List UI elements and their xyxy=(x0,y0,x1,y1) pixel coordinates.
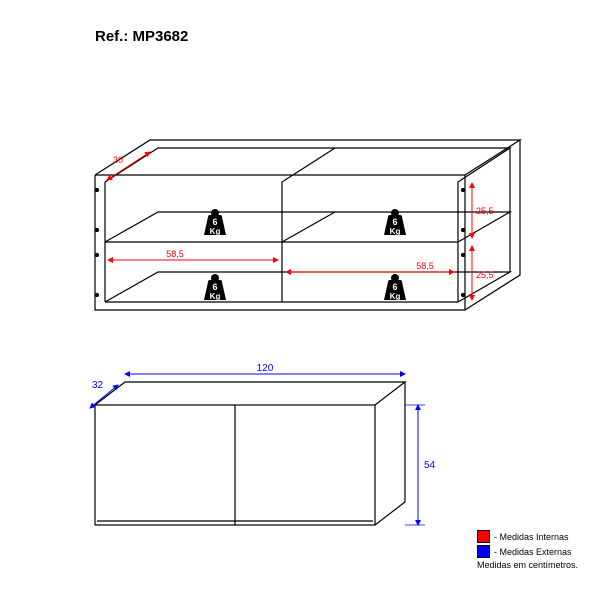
dim-depth-internal: 30 xyxy=(113,155,123,165)
dim-depth-external: 32 xyxy=(92,380,104,391)
reference-code: Ref.: MP3682 xyxy=(95,28,188,45)
legend-external-label: - Medidas Externas xyxy=(494,547,572,557)
weight-icon xyxy=(204,274,226,301)
dim-width-external: 120 xyxy=(257,363,274,374)
dim-shelf-width: 58,5 xyxy=(166,249,184,259)
legend-swatch-external xyxy=(477,545,490,558)
dim-shelf-height: 25,5 xyxy=(476,270,494,280)
open-cabinet-drawing xyxy=(95,140,520,310)
legend-swatch-internal xyxy=(477,530,490,543)
legend-note: Medidas em centímetros. xyxy=(477,560,578,570)
technical-drawing: 6 Kg xyxy=(0,0,600,600)
dim-shelf-height: 25,5 xyxy=(476,206,494,216)
weight-icon xyxy=(384,209,406,236)
legend-internal-label: - Medidas Internas xyxy=(494,532,569,542)
dim-shelf-width: 58,5 xyxy=(416,261,434,271)
weight-icon xyxy=(384,274,406,301)
legend: - Medidas Internas - Medidas Externas Me… xyxy=(477,530,578,570)
closed-cabinet-drawing xyxy=(95,382,405,525)
dim-height-external: 54 xyxy=(424,460,436,471)
weight-icon xyxy=(204,209,226,236)
